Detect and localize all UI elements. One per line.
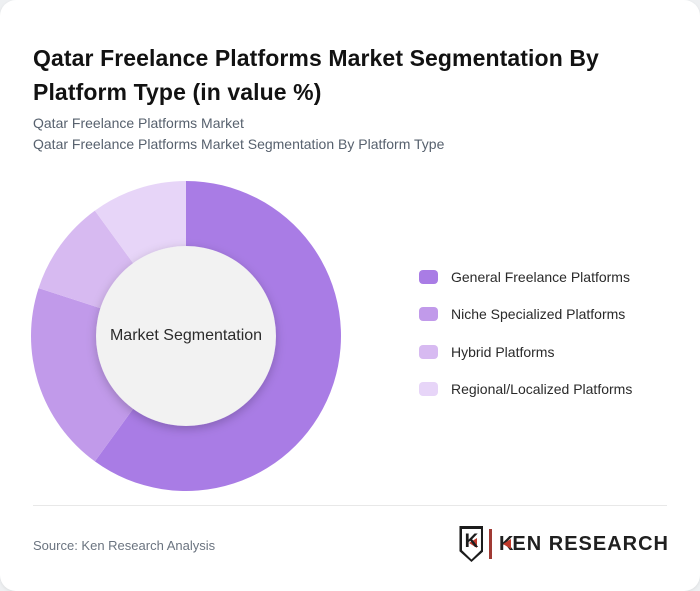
legend-swatch	[419, 269, 438, 284]
legend-swatch	[419, 382, 438, 397]
legend-label: Regional/Localized Platforms	[451, 381, 633, 398]
page-title: Qatar Freelance Platforms Market Segment…	[33, 45, 599, 106]
chart-subtitle-market: Qatar Freelance Platforms Market	[33, 115, 244, 131]
footer-divider	[33, 505, 667, 506]
donut-center-label: Market Segmentation	[109, 327, 263, 344]
legend: General Freelance Platforms Niche Special…	[419, 258, 632, 408]
legend-label: General Freelance Platforms	[451, 268, 630, 285]
source-text: Source: Ken Research Analysis	[33, 538, 216, 553]
logo-badge-triangle-icon	[469, 538, 478, 548]
logo-brand-text: K EN RESEARCH	[499, 533, 669, 556]
logo-brand-rest: EN RESEARCH	[512, 532, 669, 555]
logo-shield-icon: K	[459, 526, 484, 562]
donut-svg	[31, 181, 341, 491]
logo-brand-triangle-icon	[503, 539, 512, 549]
ken-research-logo: K K EN RESEARCH	[459, 526, 669, 562]
donut-hole	[96, 246, 276, 426]
legend-swatch	[419, 344, 438, 359]
legend-item: Hybrid Platforms	[419, 333, 632, 371]
legend-item: General Freelance Platforms	[419, 258, 632, 296]
logo-badge-letter: K	[464, 531, 479, 552]
legend-swatch	[419, 307, 438, 322]
legend-label: Niche Specialized Platforms	[451, 306, 626, 323]
donut-chart: Market Segmentation	[31, 181, 341, 491]
legend-item: Regional/Localized Platforms	[419, 371, 632, 409]
legend-label: Hybrid Platforms	[451, 343, 555, 360]
chart-subtitle-segmentation: Qatar Freelance Platforms Market Segment…	[33, 136, 445, 152]
legend-item: Niche Specialized Platforms	[419, 296, 632, 334]
logo-separator	[489, 529, 492, 559]
